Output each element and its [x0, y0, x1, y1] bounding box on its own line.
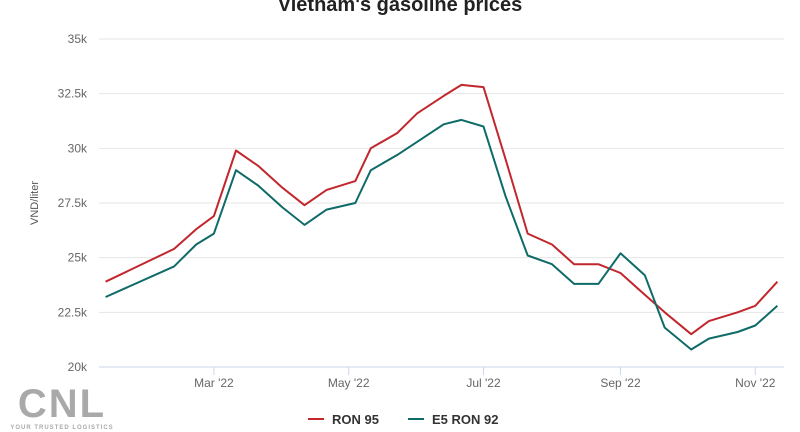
x-axis-ticks: Mar '22 May '22 Jul '22 Sep '22 Nov '22	[194, 367, 776, 390]
y-tick-label: 30k	[68, 141, 88, 155]
gridlines	[99, 38, 784, 368]
y-tick-label: 32.5k	[58, 87, 88, 101]
x-tick-label: Nov '22	[735, 376, 776, 390]
legend-item[interactable]: E5 RON 92	[408, 412, 498, 427]
legend-item[interactable]: RON 95	[308, 412, 379, 427]
series-line-e5-ron-92	[105, 118, 779, 351]
y-tick-label: 22.5k	[58, 305, 88, 319]
legend-label: RON 95	[332, 412, 379, 427]
y-tick-label: 25k	[68, 251, 88, 265]
logo-mark: CNL	[17, 382, 107, 426]
legend-label: E5 RON 92	[432, 412, 498, 427]
y-tick-label: 35k	[68, 32, 88, 46]
y-tick-label: 27.5k	[58, 196, 88, 210]
series-lines	[105, 83, 779, 351]
series-line-ron-95	[105, 83, 779, 336]
x-tick-label: Sep '22	[600, 376, 641, 390]
x-tick-label: Jul '22	[466, 376, 501, 390]
cnl-logo-watermark: CNL YOUR TRUSTED LOGISTICS	[4, 384, 120, 432]
y-axis-label: VND/liter	[29, 181, 41, 225]
chart-title: Vietnam's gasoline prices	[277, 0, 523, 16]
y-tick-label: 20k	[68, 360, 88, 374]
x-tick-label: Mar '22	[194, 376, 234, 390]
logo-tagline: YOUR TRUSTED LOGISTICS	[10, 425, 114, 431]
y-axis-ticks: 20k 22.5k 25k 27.5k 30k 32.5k 35k	[58, 32, 88, 374]
legend: RON 95 E5 RON 92	[308, 412, 498, 427]
x-tick-label: May '22	[328, 376, 370, 390]
